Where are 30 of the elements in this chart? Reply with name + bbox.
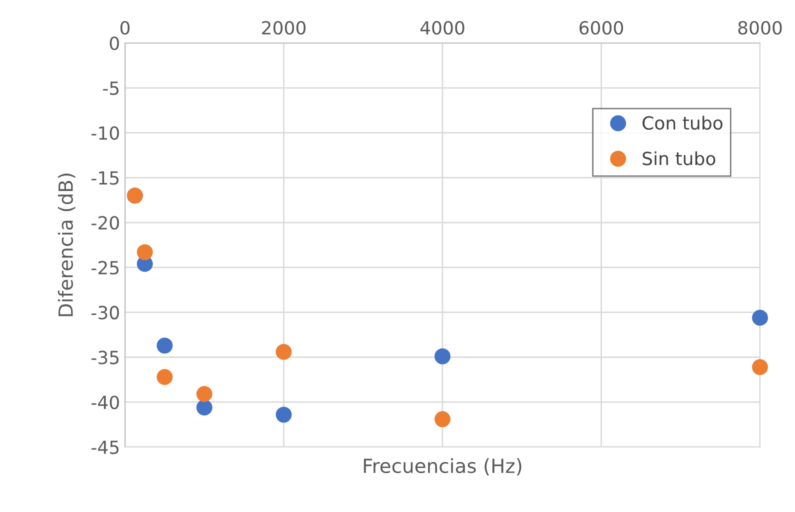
y-tick-label: -5	[103, 82, 119, 96]
y-tick-label: -15	[92, 171, 119, 185]
y-tick-label: -20	[92, 216, 119, 230]
y-tick-label: -10	[92, 126, 119, 140]
y-tick-label: 0	[110, 36, 119, 50]
point	[434, 348, 450, 364]
x-axis-title: Frecuencias (Hz)	[364, 458, 522, 476]
y-tick-label: -25	[92, 260, 119, 275]
point	[196, 400, 212, 416]
legend-label: Sin tubo	[642, 151, 716, 166]
point	[156, 338, 173, 354]
y-tick-label: -35	[92, 350, 119, 364]
point	[752, 310, 768, 326]
point	[196, 386, 212, 402]
y-tick-label: -40	[92, 396, 119, 410]
point	[276, 406, 292, 423]
point	[276, 344, 292, 360]
point	[156, 368, 173, 385]
point	[136, 244, 153, 260]
point	[752, 359, 768, 376]
y-tick-label: -45	[92, 440, 119, 454]
x-tick-label: 4000	[420, 20, 464, 35]
y-axis-title: Diferencia (dB)	[58, 174, 76, 316]
x-tick-label: 2000	[262, 20, 306, 35]
x-tick-label: 6000	[580, 20, 624, 35]
y-tick-label: -30	[92, 306, 119, 320]
x-tick-label: 0	[120, 20, 130, 35]
legend-label: Con tubo	[642, 116, 722, 130]
x-tick-label: 8000	[738, 20, 782, 35]
point	[434, 411, 450, 428]
